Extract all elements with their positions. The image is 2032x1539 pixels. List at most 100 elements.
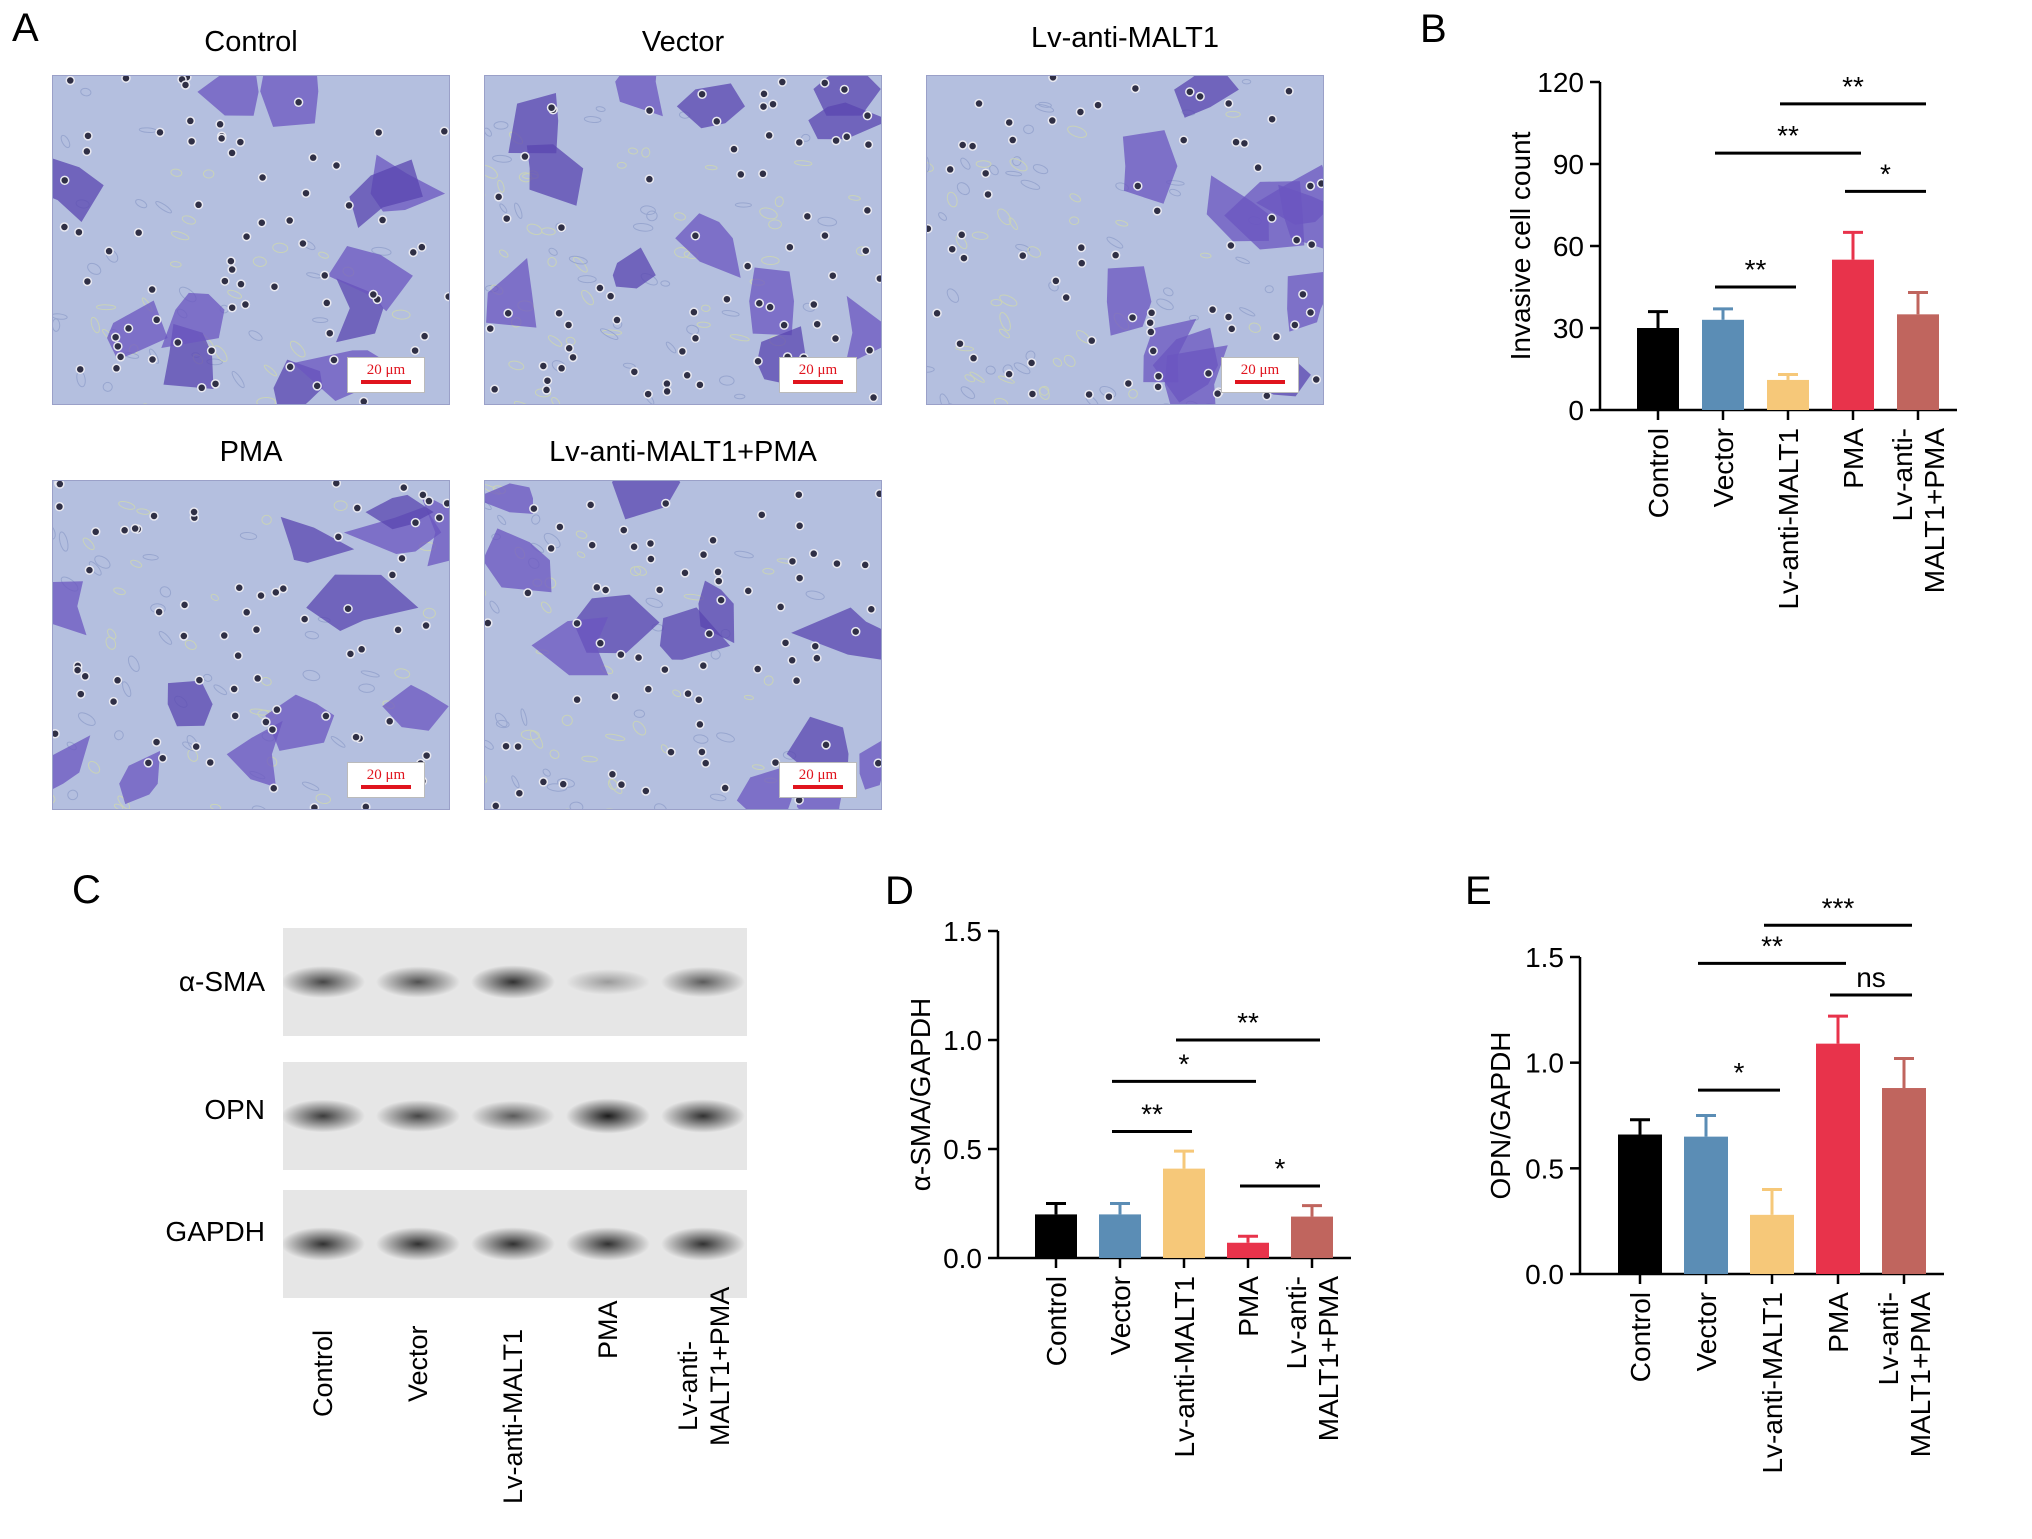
blot-band: [376, 1100, 460, 1132]
significance-label: ***: [1822, 892, 1855, 923]
micrograph-title-pma: PMA: [219, 436, 283, 468]
panel-letter: B: [1420, 7, 1447, 51]
x-category-label: PMA: [1838, 428, 1869, 489]
y-axis-label: α-SMA/GAPDH: [905, 998, 936, 1192]
blot-band: [566, 1098, 650, 1134]
micrograph-title-lv-anti-malt1: Lv-anti-MALT1: [1030, 22, 1220, 54]
band-label-alpha-sma: α-SMA: [178, 966, 265, 997]
scale-bar: 20 μm: [347, 357, 425, 393]
scale-bar: 20 μm: [1221, 357, 1299, 393]
bar: [1637, 328, 1679, 410]
y-tick-label: 90: [1553, 149, 1584, 180]
micrograph-texture: [53, 481, 449, 809]
blot-lane-label: Control: [308, 1329, 338, 1417]
band-label-opn: OPN: [204, 1094, 265, 1125]
blot-band: [281, 966, 365, 998]
significance-label: **: [1777, 120, 1799, 151]
significance-label: **: [1761, 930, 1783, 961]
scale-bar: 20 μm: [779, 357, 857, 393]
bar: [1291, 1216, 1333, 1258]
micrograph-texture: [53, 76, 449, 404]
band-label-gapdh: GAPDH: [165, 1216, 265, 1247]
micrograph-title-vector: Vector: [641, 26, 725, 58]
bar: [1882, 1088, 1926, 1274]
bar: [1227, 1242, 1269, 1258]
blot-band: [376, 966, 460, 998]
x-category-label: Lv-anti-: [1873, 1292, 1904, 1385]
x-category-label: Control: [1643, 428, 1674, 518]
blot-lane-label: Vector: [403, 1325, 433, 1402]
blot-band: [281, 1227, 365, 1261]
x-category-label: Lv-anti-MALT1: [1757, 1292, 1788, 1474]
y-tick-label: 1.0: [943, 1025, 982, 1056]
significance-label: **: [1141, 1099, 1163, 1130]
bar: [1832, 259, 1874, 410]
blot-band: [281, 1099, 365, 1133]
chart-panel-b: B 0 30 60 90 120 Invasive cell count Control Vec…: [1420, 7, 1957, 610]
blot-opn: [281, 1062, 747, 1170]
bar: [1897, 314, 1939, 410]
x-category-label: Control: [1625, 1292, 1656, 1382]
micrograph-title-control: Control: [204, 26, 298, 58]
micrograph-texture: [485, 481, 881, 809]
scale-bar: 20 μm: [347, 762, 425, 798]
blot-band: [661, 966, 745, 998]
y-tick-label: 60: [1553, 231, 1584, 262]
x-category-label: Lv-anti-MALT1: [1773, 428, 1804, 610]
micrograph-pma: [52, 480, 450, 810]
blot-band: [471, 1100, 555, 1132]
bar: [1163, 1168, 1205, 1258]
blot-band: [661, 1099, 745, 1133]
x-category-label: Lv-anti-: [1887, 428, 1918, 521]
significance-label: ns: [1856, 962, 1886, 993]
blot-band: [471, 965, 555, 999]
blot-band: [566, 969, 650, 995]
chart-panel-d: D 0.0 0.5 1.0 1.5 α-SMA/GAPDH Control Vector Lv-…: [885, 869, 1351, 1458]
x-category-label: Vector: [1105, 1276, 1136, 1355]
significance-label: **: [1842, 71, 1864, 102]
bar: [1099, 1214, 1141, 1258]
significance-label: *: [1880, 158, 1891, 189]
x-category-label: Lv-anti-MALT1: [1169, 1276, 1200, 1458]
y-tick-label: 0.0: [1525, 1259, 1564, 1290]
blot-band: [661, 1227, 745, 1261]
micrograph-title-lv-anti-malt1-pma: Lv-anti-MALT1+PMA: [549, 436, 817, 468]
blot-gapdh: [281, 1190, 747, 1298]
chart-panel-e: E 0.0 0.5 1.0 1.5 OPN/GAPDH Control Vector Lv-an…: [1465, 869, 1944, 1474]
significance-label: *: [1179, 1048, 1190, 1079]
blot-lane-label: Lv-anti-MALT1: [498, 1328, 528, 1504]
significance-label: *: [1734, 1057, 1745, 1088]
y-tick-label: 0.5: [1525, 1153, 1564, 1184]
micrograph-lv-anti-malt1-pma: [484, 480, 882, 810]
y-tick-label: 0.5: [943, 1134, 982, 1165]
micrograph-vector: [484, 75, 882, 405]
bar: [1618, 1134, 1662, 1274]
bar: [1035, 1214, 1077, 1258]
panel-letter: D: [885, 869, 914, 913]
bar: [1767, 379, 1809, 410]
blot-lane-label: Lv-anti-: [673, 1340, 703, 1431]
x-category-label: Control: [1041, 1276, 1072, 1366]
x-category-label: MALT1+PMA: [1919, 428, 1950, 594]
significance-label: **: [1745, 254, 1767, 285]
x-category-label: MALT1+PMA: [1313, 1276, 1344, 1442]
y-tick-label: 1.5: [1525, 942, 1564, 973]
bar: [1702, 319, 1744, 410]
y-tick-label: 1.0: [1525, 1048, 1564, 1079]
bar: [1816, 1043, 1860, 1274]
blot-band: [376, 1227, 460, 1261]
micrograph-texture: [927, 76, 1323, 404]
x-category-label: Vector: [1708, 428, 1739, 507]
x-category-label: Vector: [1691, 1292, 1722, 1371]
micrograph-texture: [485, 76, 881, 404]
y-axis-label: Invasive cell count: [1505, 131, 1536, 360]
micrograph-lv-anti-malt1: [926, 75, 1324, 405]
x-category-label: PMA: [1823, 1292, 1854, 1353]
blot-lane-label: PMA: [593, 1299, 623, 1359]
panel-a-letter: A: [12, 6, 39, 50]
bar: [1750, 1214, 1794, 1274]
blot-band: [566, 1227, 650, 1261]
blot-band: [471, 1227, 555, 1261]
x-category-label: PMA: [1233, 1276, 1264, 1337]
scale-bar: 20 μm: [779, 762, 857, 798]
